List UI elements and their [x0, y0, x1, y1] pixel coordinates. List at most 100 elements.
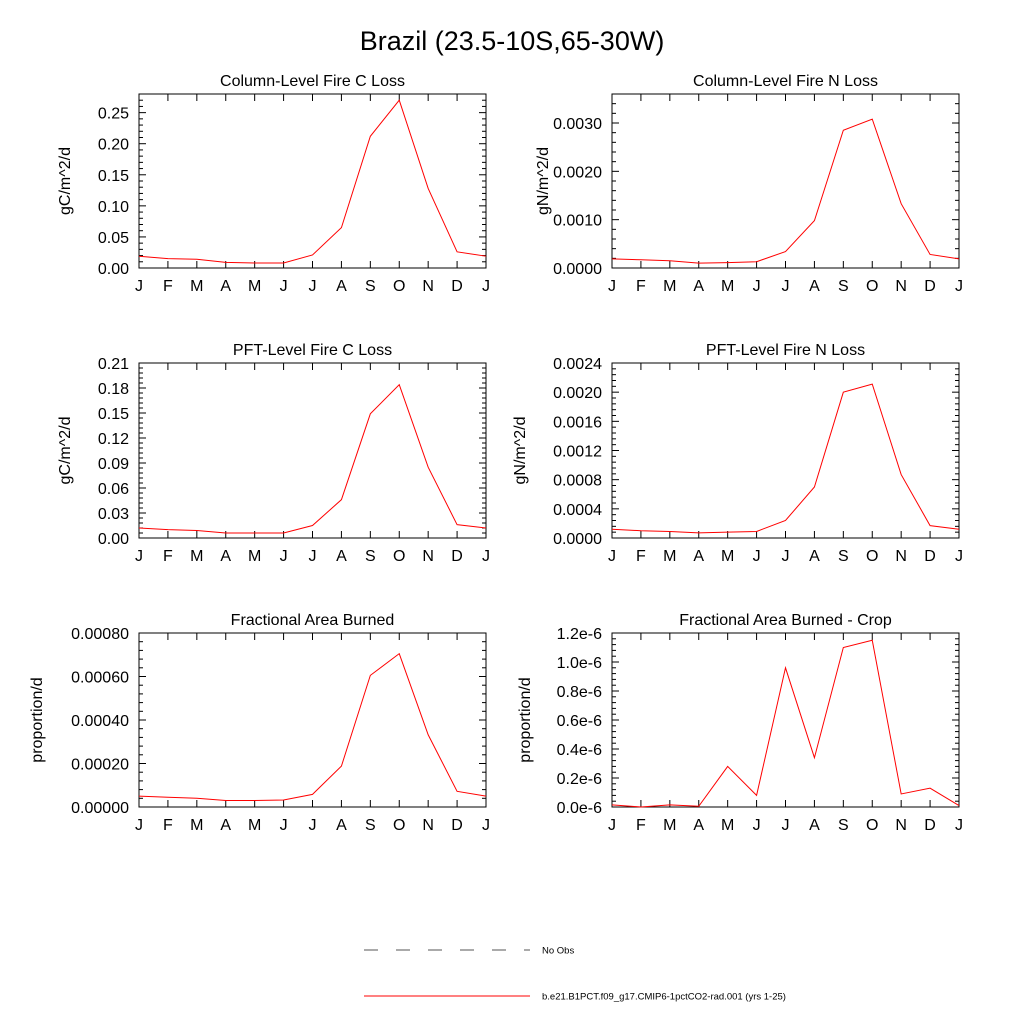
series-line: [138, 383, 487, 534]
y-tick-label: 0.2e-6: [557, 771, 602, 788]
x-tick-label: A: [809, 548, 820, 565]
y-tick-label: 0.8e-6: [557, 684, 602, 701]
x-tick-label: J: [753, 278, 761, 295]
x-tick-label: M: [663, 278, 676, 295]
x-tick-label: A: [220, 548, 231, 565]
y-tick-label: 0.03: [98, 506, 129, 523]
x-tick-label: A: [693, 278, 704, 295]
x-tick-label: S: [365, 817, 376, 834]
x-tick-label: N: [422, 278, 434, 295]
plot-frame: [611, 362, 960, 539]
y-tick-label: 0.15: [98, 168, 129, 185]
y-tick-label: 0.06: [98, 481, 129, 498]
x-tick-label: J: [608, 548, 616, 565]
x-tick-label: A: [693, 548, 704, 565]
x-tick-label: N: [895, 548, 907, 565]
x-tick-label: S: [838, 278, 849, 295]
chart-panel: Fractional Area Burned - Crop proportion/…: [517, 612, 963, 834]
x-tick-label: J: [309, 817, 317, 834]
x-tick-label: A: [693, 817, 704, 834]
y-tick-label: 0.0016: [553, 414, 602, 431]
x-tick-label: J: [955, 548, 963, 565]
x-tick-label: M: [248, 548, 261, 565]
y-tick-label: 0.00: [98, 261, 129, 278]
x-tick-label: J: [782, 278, 790, 295]
y-tick-label: 0.18: [98, 381, 129, 398]
y-tick-label: 0.25: [98, 106, 129, 123]
plot-frame: [138, 93, 487, 269]
y-tick-label: 0.05: [98, 230, 129, 247]
plot-frame: [138, 362, 487, 539]
x-tick-label: M: [248, 817, 261, 834]
x-tick-label: A: [336, 278, 347, 295]
x-tick-label: N: [895, 817, 907, 834]
x-tick-label: S: [838, 817, 849, 834]
x-tick-label: J: [135, 548, 143, 565]
y-tick-label: 0.0000: [553, 261, 602, 278]
x-tick-label: S: [365, 278, 376, 295]
y-tick-label: 0.12: [98, 431, 129, 448]
x-tick-label: O: [866, 278, 878, 295]
y-tick-label: 1.0e-6: [557, 655, 602, 672]
x-tick-label: J: [482, 278, 490, 295]
x-tick-label: S: [838, 548, 849, 565]
y-tick-label: 0.0030: [553, 116, 602, 133]
x-tick-label: F: [163, 548, 173, 565]
y-tick-label: 0.00000: [71, 800, 129, 817]
y-tick-label: 0.0000: [553, 531, 602, 548]
x-tick-label: J: [782, 817, 790, 834]
y-tick-label: 0.00: [98, 531, 129, 548]
x-tick-label: J: [782, 548, 790, 565]
x-tick-label: D: [451, 548, 463, 565]
panel-title: Column-Level Fire N Loss: [693, 73, 878, 90]
x-tick-label: M: [663, 817, 676, 834]
y-tick-label: 0.0024: [553, 356, 602, 373]
y-axis-label: proportion/d: [29, 677, 46, 762]
x-tick-label: J: [753, 817, 761, 834]
x-tick-label: N: [895, 278, 907, 295]
x-tick-label: J: [955, 817, 963, 834]
page-title: Brazil (23.5-10S,65-30W): [360, 26, 665, 56]
y-tick-label: 0.0008: [553, 473, 602, 490]
series-line: [138, 652, 487, 801]
x-tick-label: J: [608, 278, 616, 295]
x-tick-label: M: [248, 278, 261, 295]
x-tick-label: A: [809, 278, 820, 295]
y-tick-label: 0.4e-6: [557, 742, 602, 759]
x-tick-label: A: [336, 817, 347, 834]
x-tick-label: D: [451, 278, 463, 295]
legend-label: b.e21.B1PCT.f09_g17.CMIP6-1pctCO2-rad.00…: [542, 992, 786, 1003]
x-tick-label: N: [422, 548, 434, 565]
y-tick-label: 0.15: [98, 406, 129, 423]
y-tick-label: 0.00040: [71, 713, 129, 730]
x-tick-label: M: [190, 548, 203, 565]
x-tick-label: N: [422, 817, 434, 834]
y-tick-label: 0.09: [98, 456, 129, 473]
panel-title: Fractional Area Burned: [231, 612, 395, 629]
y-tick-label: 0.20: [98, 137, 129, 154]
x-tick-label: J: [135, 817, 143, 834]
y-tick-label: 0.6e-6: [557, 713, 602, 730]
x-tick-label: J: [280, 817, 288, 834]
x-tick-label: A: [220, 817, 231, 834]
x-tick-label: D: [924, 817, 936, 834]
x-tick-label: D: [924, 278, 936, 295]
x-tick-label: D: [451, 817, 463, 834]
legend-label: No Obs: [542, 946, 574, 957]
y-tick-label: 0.0004: [553, 502, 602, 519]
series-line: [138, 99, 487, 264]
y-tick-label: 0.00060: [71, 670, 129, 687]
plot-frame: [138, 632, 487, 808]
x-tick-label: O: [393, 278, 405, 295]
x-tick-label: F: [163, 817, 173, 834]
y-axis-label: gN/m^2/d: [535, 147, 552, 215]
x-tick-label: J: [482, 817, 490, 834]
panel-title: PFT-Level Fire C Loss: [233, 342, 392, 359]
